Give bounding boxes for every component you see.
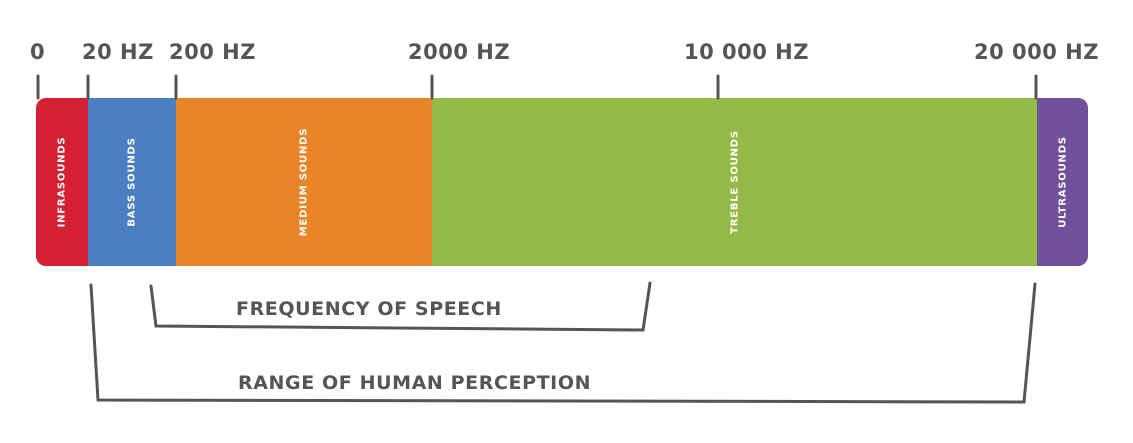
- band-treble-sounds: TREBLE SOUNDS: [432, 98, 1037, 266]
- tick-label-20000hz: 20 000 HZ: [974, 40, 1099, 64]
- band-infrasounds: INFRASOUNDS: [36, 98, 88, 266]
- human-perception-bracket: [89, 282, 1037, 404]
- band-ultrasounds: ULTRASOUNDS: [1037, 98, 1088, 266]
- tick-label-20hz: 20 HZ: [82, 40, 154, 64]
- band-medium-sounds: MEDIUM SOUNDS: [176, 98, 432, 266]
- tick-label-10000hz: 10 000 HZ: [684, 40, 809, 64]
- tick-label-2000hz: 2000 HZ: [408, 40, 511, 64]
- human-perception-bracket-label: RANGE OF HUMAN PERCEPTION: [238, 372, 592, 394]
- speech-bracket: [149, 281, 652, 332]
- tick-label-200hz: 200 HZ: [169, 40, 256, 64]
- tick-label-0: 0: [30, 40, 46, 64]
- band-bass-sounds: BASS SOUNDS: [88, 98, 176, 266]
- speech-bracket-label: FREQUENCY OF SPEECH: [236, 298, 502, 320]
